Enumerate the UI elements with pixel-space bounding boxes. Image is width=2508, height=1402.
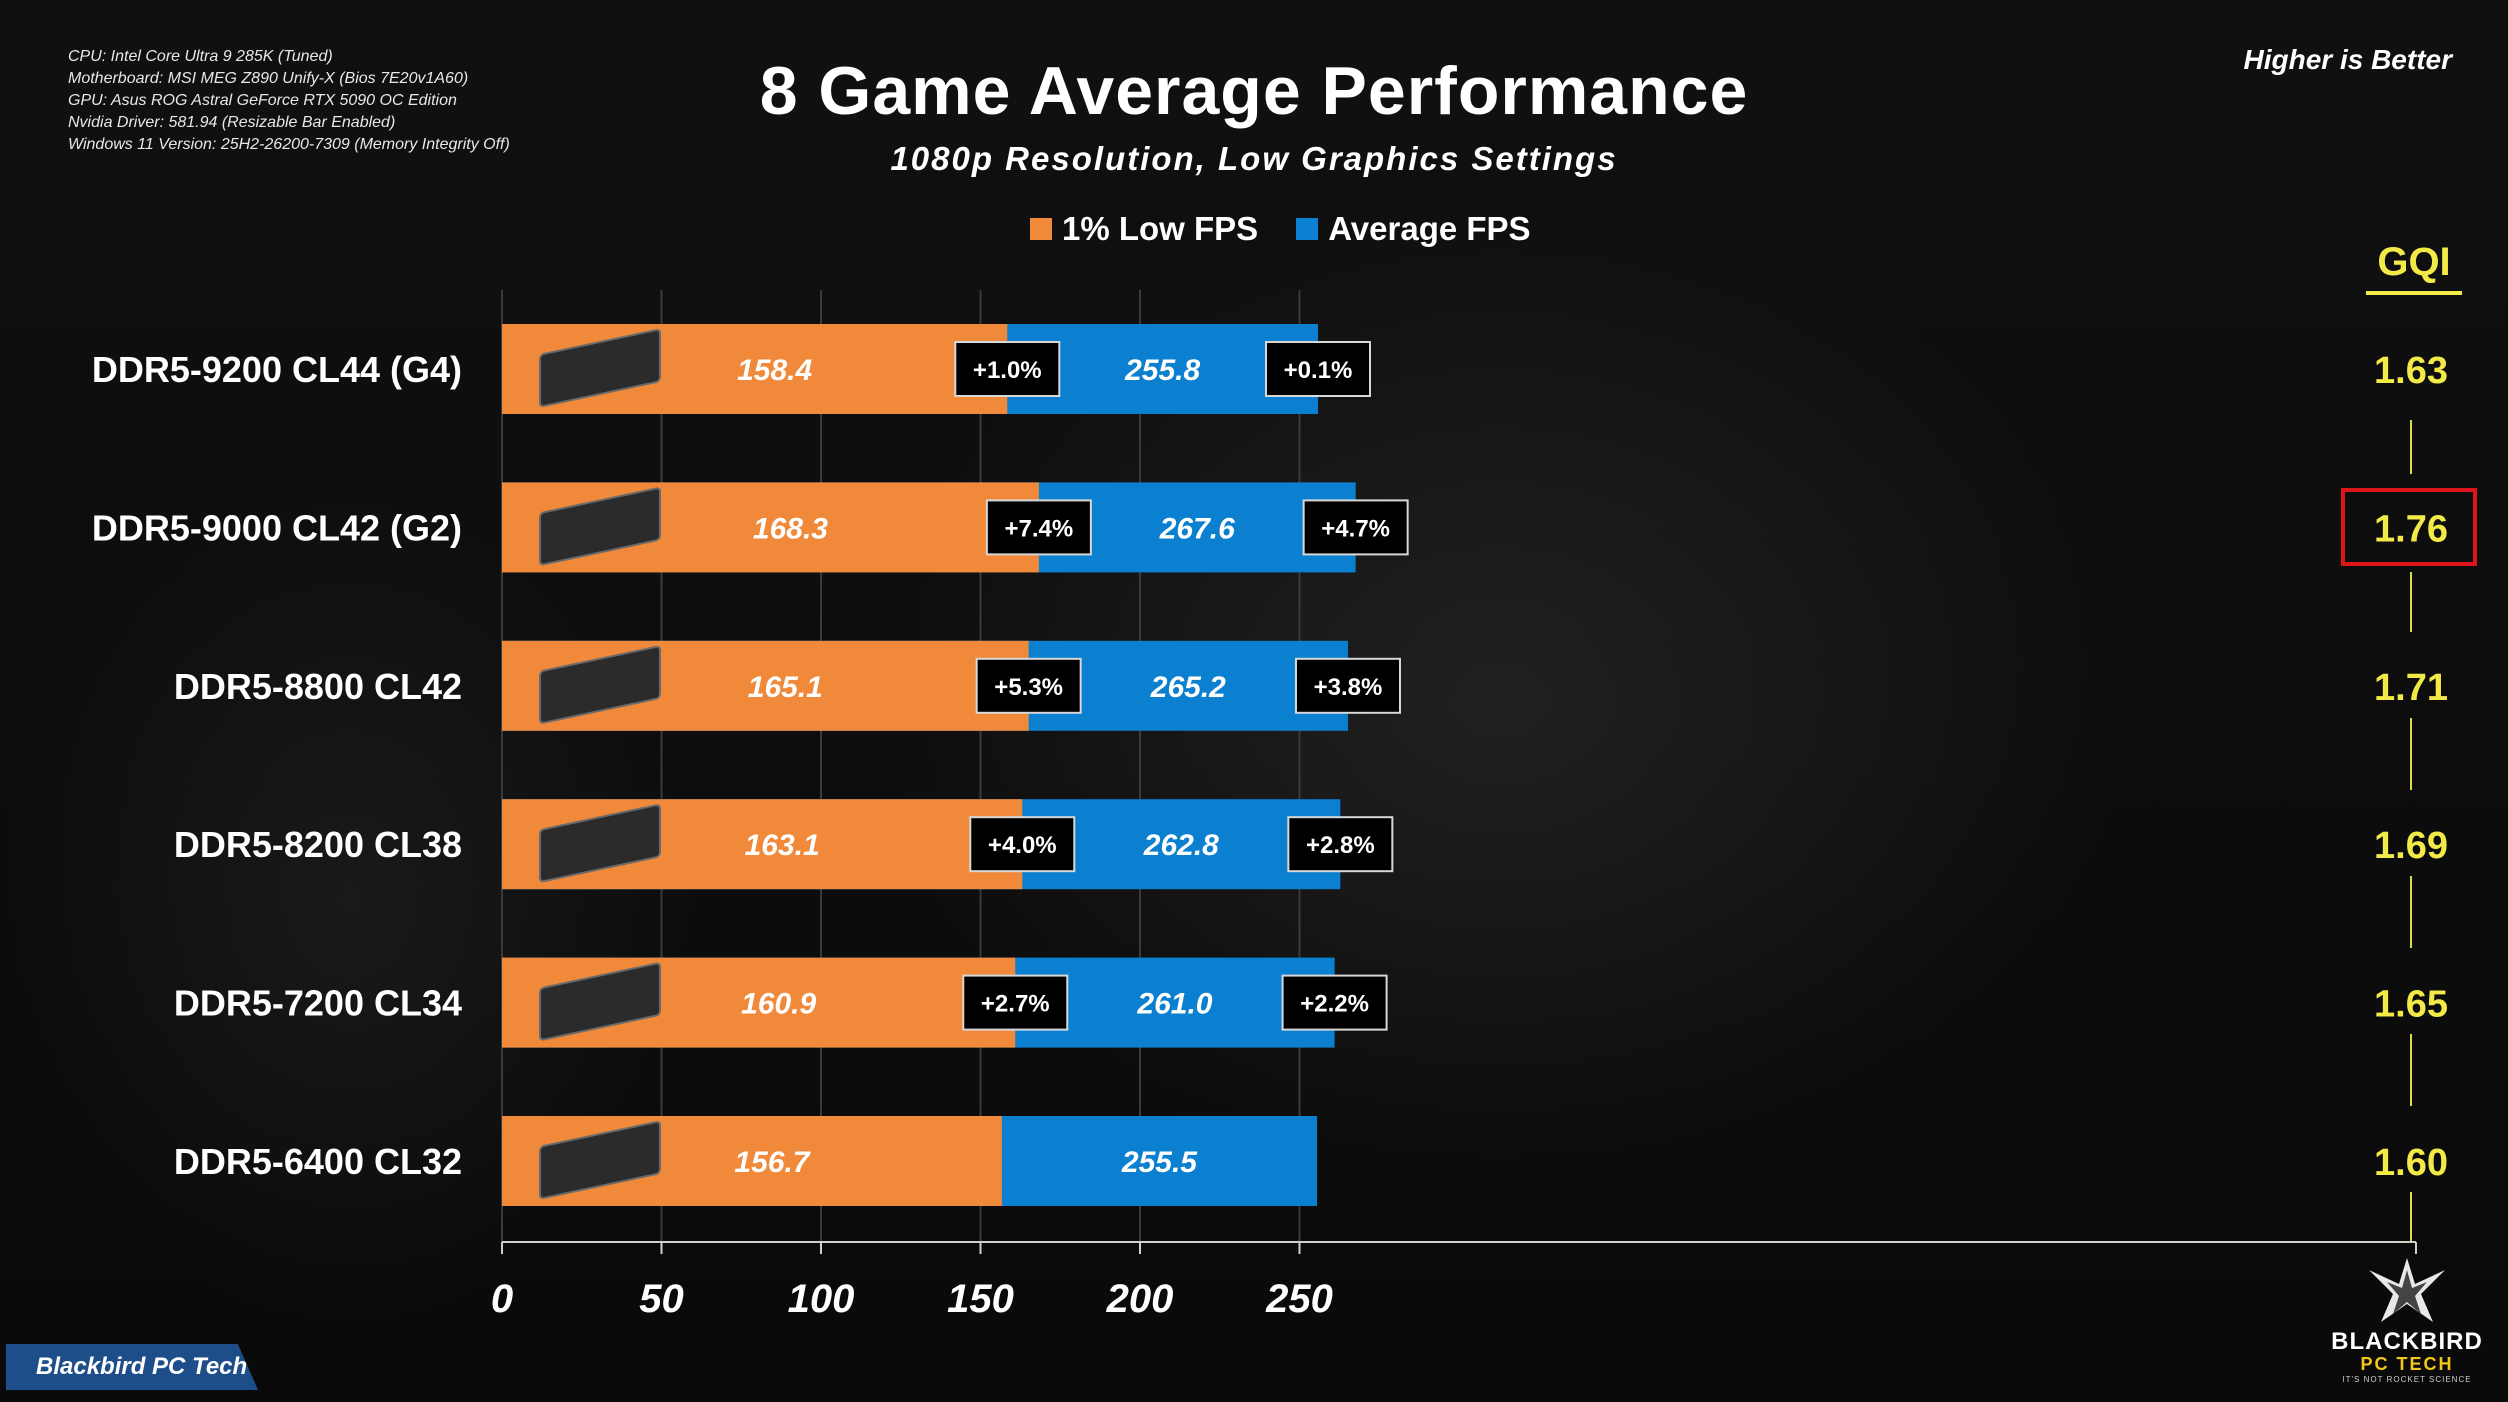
delta-badge-avg: +2.8% bbox=[1306, 832, 1375, 859]
gqi-value: 1.69 bbox=[2374, 825, 2448, 867]
value-label-avg: 261.0 bbox=[1136, 988, 1212, 1021]
value-label-low: 156.7 bbox=[734, 1146, 810, 1179]
logo-subtext: PC TECH bbox=[2360, 1354, 2454, 1374]
delta-badge-low: +4.0% bbox=[988, 832, 1057, 859]
value-label-low: 168.3 bbox=[753, 512, 828, 545]
delta-badge-low-box bbox=[975, 657, 1082, 714]
bird-icon bbox=[2369, 1258, 2445, 1322]
gqi-value: 1.65 bbox=[2374, 984, 2448, 1026]
ram-module-image bbox=[539, 962, 661, 1041]
delta-badge-low: +5.3% bbox=[994, 674, 1063, 701]
delta-badge-avg-box bbox=[1287, 816, 1394, 873]
category-label: DDR5-7200 CL34 bbox=[174, 983, 462, 1024]
delta-badge-avg: +0.1% bbox=[1284, 357, 1353, 384]
delta-badge-low-box bbox=[969, 816, 1076, 873]
delta-badge-avg-box bbox=[1281, 974, 1388, 1031]
spec-cpu: CPU: Intel Core Ultra 9 285K (Tuned) bbox=[68, 48, 333, 65]
value-label-avg: 267.6 bbox=[1159, 512, 1235, 545]
gqi-highlight-box bbox=[2341, 488, 2477, 566]
value-label-avg: 262.8 bbox=[1143, 829, 1219, 862]
x-tick-label: 50 bbox=[639, 1277, 684, 1321]
gqi-value: 1.71 bbox=[2374, 667, 2448, 709]
gqi-header: GQI bbox=[2366, 240, 2462, 295]
category-label: DDR5-6400 CL32 bbox=[174, 1141, 462, 1182]
channel-tag: Blackbird PC Tech bbox=[6, 1344, 258, 1390]
value-label-low: 163.1 bbox=[745, 829, 820, 862]
delta-badge-low-box bbox=[985, 499, 1092, 556]
delta-badge-avg-box bbox=[1265, 341, 1372, 397]
legend-item-avg: Average FPS bbox=[1296, 210, 1531, 248]
ram-module-image bbox=[539, 487, 661, 566]
x-tick-label: 100 bbox=[788, 1277, 855, 1321]
delta-badge-low: +7.4% bbox=[1005, 515, 1074, 542]
x-tick-label: 250 bbox=[1265, 1277, 1333, 1321]
value-label-low: 165.1 bbox=[748, 671, 823, 704]
delta-badge-low-box bbox=[962, 974, 1069, 1031]
ram-module-image bbox=[539, 645, 661, 724]
gqi-connector bbox=[2410, 1192, 2412, 1242]
gqi-connector bbox=[2410, 572, 2412, 632]
spec-driver: Nvidia Driver: 581.94 (Resizable Bar Ena… bbox=[68, 114, 396, 131]
delta-badge-avg-box bbox=[1294, 657, 1401, 714]
spec-gpu: GPU: Asus ROG Astral GeForce RTX 5090 OC… bbox=[68, 92, 457, 109]
delta-badge-avg: +2.2% bbox=[1300, 991, 1369, 1018]
value-label-low: 158.4 bbox=[737, 354, 812, 387]
value-label-avg: 255.8 bbox=[1124, 354, 1200, 387]
blackbird-logo: BLACKBIRD PC TECH IT'S NOT ROCKET SCIENC… bbox=[2312, 1250, 2502, 1390]
legend-label-avg: Average FPS bbox=[1328, 210, 1531, 247]
delta-badge-avg: +3.8% bbox=[1314, 674, 1383, 701]
delta-badge-low-box bbox=[954, 341, 1061, 397]
ram-module-image bbox=[539, 1120, 661, 1199]
delta-badge-avg-box bbox=[1302, 499, 1409, 556]
delta-badge-low: +2.7% bbox=[981, 991, 1050, 1018]
legend-item-low: 1% Low FPS bbox=[1030, 210, 1258, 248]
gqi-connector bbox=[2410, 1034, 2412, 1106]
gqi-connector bbox=[2410, 876, 2412, 948]
logo-text: BLACKBIRD bbox=[2331, 1328, 2483, 1355]
category-label: DDR5-8200 CL38 bbox=[174, 824, 462, 865]
x-tick-label: 200 bbox=[1106, 1277, 1174, 1321]
legend-swatch-avg bbox=[1296, 218, 1319, 240]
chart-subtitle: 1080p Resolution, Low Graphics Settings bbox=[890, 140, 1618, 177]
gqi-value: 1.60 bbox=[2374, 1142, 2448, 1184]
spec-windows: Windows 11 Version: 25H2-26200-7309 (Mem… bbox=[68, 136, 510, 153]
spec-motherboard: Motherboard: MSI MEG Z890 Unify-X (Bios … bbox=[68, 70, 469, 87]
category-label: DDR5-9000 CL42 (G2) bbox=[92, 507, 462, 548]
value-label-avg: 255.5 bbox=[1121, 1146, 1198, 1179]
value-label-low: 160.9 bbox=[741, 988, 816, 1021]
gqi-connector bbox=[2410, 420, 2412, 474]
logo-tagline: IT'S NOT ROCKET SCIENCE bbox=[2342, 1375, 2472, 1384]
gqi-value: 1.76 bbox=[2374, 508, 2448, 550]
x-tick-label: 150 bbox=[947, 1277, 1014, 1321]
value-label-avg: 265.2 bbox=[1150, 671, 1226, 704]
system-specs: CPU: Intel Core Ultra 9 285K (Tuned) Mot… bbox=[68, 46, 510, 156]
delta-badge-low: +1.0% bbox=[973, 357, 1042, 384]
legend: 1% Low FPS Average FPS bbox=[1030, 210, 1569, 248]
higher-is-better-note: Higher is Better bbox=[2243, 44, 2453, 75]
gqi-connector bbox=[2410, 718, 2412, 790]
legend-swatch-low bbox=[1030, 218, 1052, 240]
category-label: DDR5-9200 CL44 (G4) bbox=[92, 349, 462, 390]
ram-module-image bbox=[539, 804, 661, 883]
gqi-value: 1.63 bbox=[2374, 350, 2448, 392]
x-tick-label: 0 bbox=[491, 1277, 513, 1321]
legend-label-low: 1% Low FPS bbox=[1062, 210, 1259, 247]
category-label: DDR5-8800 CL42 bbox=[174, 666, 462, 707]
delta-badge-avg: +4.7% bbox=[1321, 515, 1390, 542]
chart-title: 8 Game Average Performance bbox=[759, 53, 1749, 129]
ram-module-image bbox=[539, 328, 661, 407]
